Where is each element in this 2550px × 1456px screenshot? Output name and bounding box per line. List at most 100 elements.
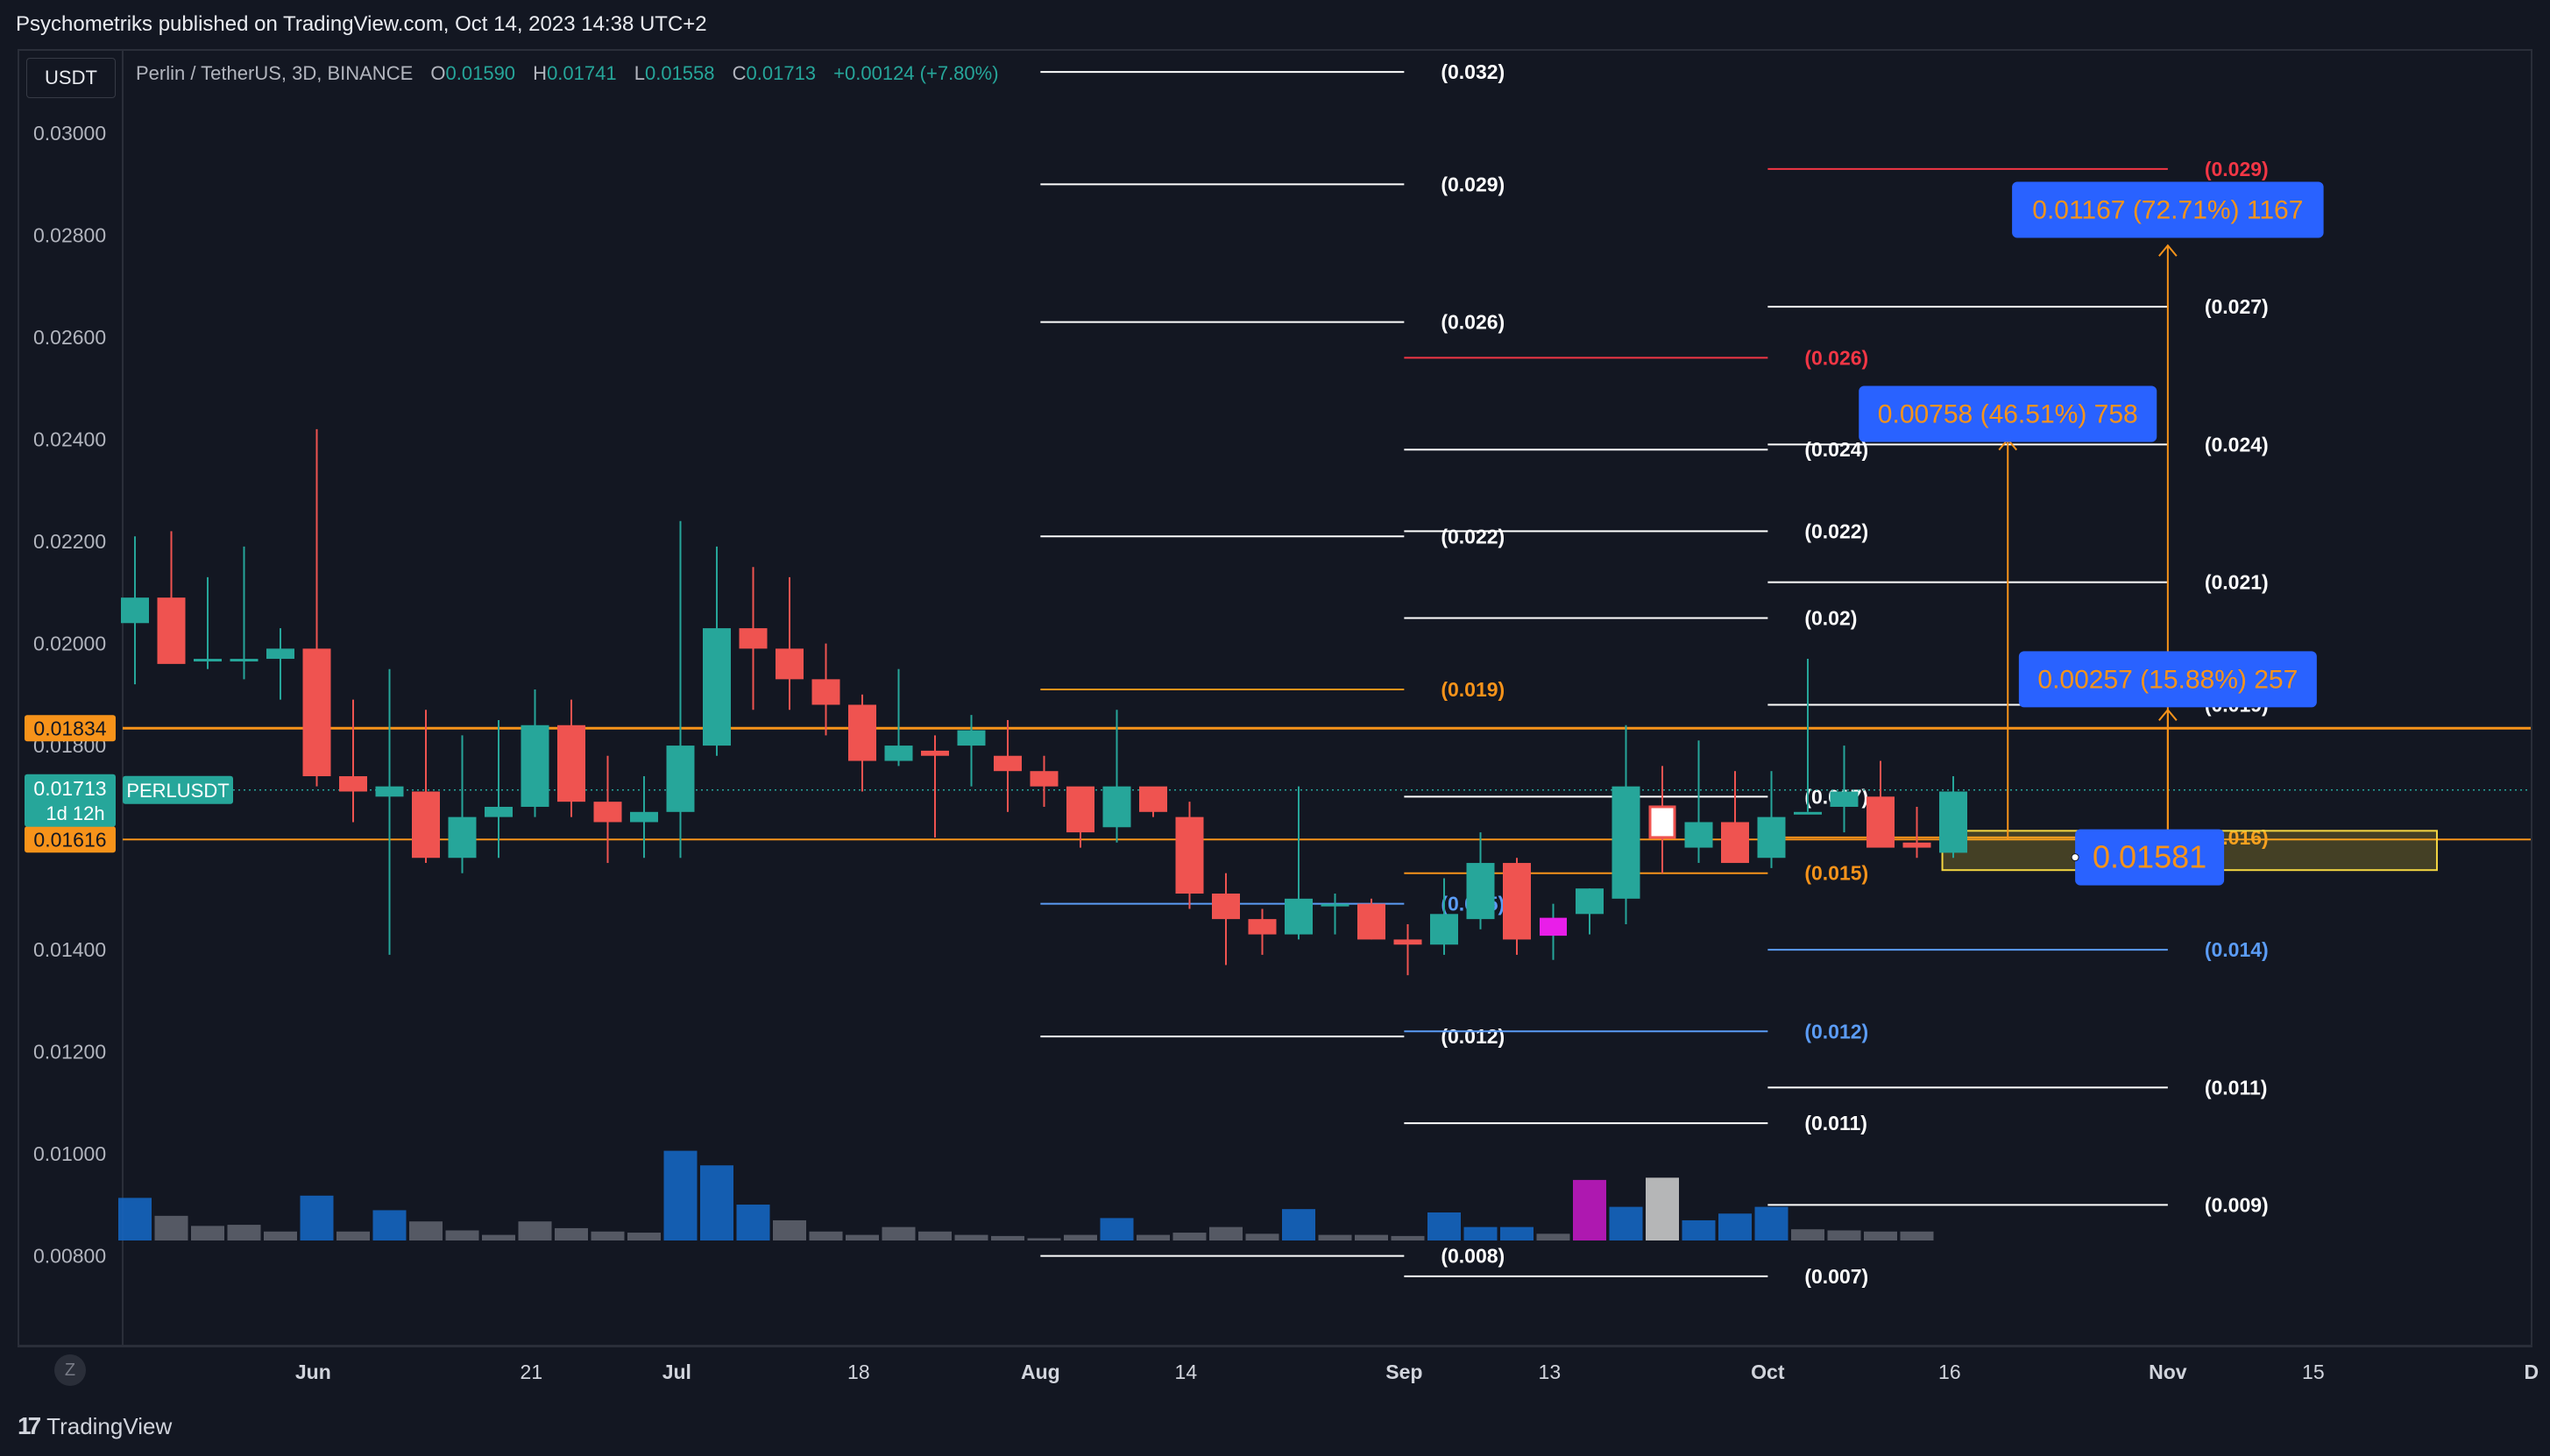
candle-body: [302, 648, 331, 777]
brand-name: TradingView: [46, 1412, 173, 1439]
volume-bar: [191, 1226, 224, 1240]
candle-body: [194, 659, 222, 662]
x-tick-label: Oct: [1751, 1361, 1785, 1383]
fib-level-label: (0.021): [2205, 571, 2269, 594]
candle-body: [266, 648, 294, 660]
volume-bar: [1609, 1206, 1643, 1240]
candle-body: [557, 724, 585, 802]
x-tick-label: 21: [521, 1361, 543, 1383]
candle-body: [1321, 903, 1349, 907]
fib-level-label: (0.011): [1804, 1112, 1867, 1134]
target-label-box: [1859, 385, 2157, 442]
volume-bar: [882, 1226, 916, 1240]
volume-bar: [991, 1235, 1024, 1240]
fib-level-label: (0.019): [1441, 678, 1505, 701]
candle-body: [739, 628, 768, 649]
fib-level-label: (0.029): [2205, 158, 2269, 180]
x-tick-label: Aug: [1021, 1361, 1060, 1383]
fib-level-label: (0.026): [1441, 311, 1505, 334]
volume-bar: [1463, 1226, 1498, 1240]
volume-bar: [1318, 1234, 1352, 1240]
candle-body: [1939, 791, 1967, 853]
volume-bar: [1682, 1219, 1716, 1240]
candle-body: [703, 628, 731, 746]
x-tick-label: 14: [1175, 1361, 1198, 1383]
tradingview-logo[interactable]: 17 TradingView: [18, 1412, 172, 1440]
x-tick-label: 16: [1938, 1361, 1961, 1383]
candle-body-highlight: [1648, 805, 1676, 839]
candle-body: [811, 679, 840, 705]
volume-bar: [1500, 1226, 1534, 1240]
candle-body: [1866, 796, 1895, 848]
publish-attribution: Psychometriks published on TradingView.c…: [16, 12, 707, 36]
volume-bar: [663, 1150, 698, 1240]
candle-body: [884, 746, 913, 761]
candle-body: [121, 597, 149, 624]
price-axis-tag: [25, 715, 116, 742]
volume-bar: [809, 1231, 843, 1240]
fib-level-label: (0.029): [1441, 173, 1505, 195]
tradingview-logo-icon: 17: [18, 1412, 41, 1439]
last-price-tag: [25, 774, 116, 827]
y-tick-label: 0.02400: [33, 428, 106, 451]
y-tick-label: 0.02200: [33, 530, 106, 553]
candle-body: [1684, 822, 1713, 848]
volume-bar: [482, 1234, 515, 1240]
target-label-box: [2018, 651, 2317, 708]
x-tick-label: D: [2525, 1361, 2539, 1383]
candle-body: [521, 724, 549, 807]
candle-body: [1285, 898, 1313, 935]
candle-body: [230, 659, 259, 662]
fib-level-label: (0.011): [2205, 1076, 2268, 1099]
target-label-text: 0.01167 (72.71%) 1167: [2032, 195, 2303, 224]
y-tick-label: 0.01200: [33, 1041, 106, 1064]
candle-body: [1102, 786, 1131, 828]
candle-body: [1030, 771, 1059, 787]
volume-bar: [918, 1231, 952, 1240]
fib-level-label: (0.009): [2205, 1193, 2269, 1216]
legend-symbol[interactable]: Perlin / TetherUS, 3D, BINANCE: [136, 62, 414, 84]
legend-low-label: L: [634, 62, 645, 84]
candle-body: [630, 811, 658, 823]
candle-body: [1902, 842, 1931, 848]
entry-price-text: 0.01581: [2093, 839, 2206, 875]
candle-body: [1357, 903, 1385, 940]
zoom-reset-button[interactable]: Z: [54, 1354, 86, 1386]
candle-body: [1466, 863, 1495, 920]
y-tick-label: 0.02600: [33, 326, 106, 349]
target-arrow-head: [2158, 244, 2178, 257]
fib-level-label: (0.024): [2205, 433, 2269, 456]
candle-body: [1757, 816, 1786, 859]
volume-bar: [1100, 1218, 1134, 1240]
volume-bar: [736, 1205, 770, 1240]
fib-level-label: (0.012): [1441, 1025, 1505, 1048]
legend-close-value: 0.01713: [746, 62, 817, 84]
candle-body: [375, 786, 404, 797]
volume-bar: [846, 1234, 879, 1240]
fib-level-label: (0.014): [2205, 938, 2269, 961]
volume-bar: [555, 1227, 588, 1240]
volume-bar: [773, 1219, 806, 1240]
symbol-tag-text: PERLUSDT: [126, 780, 229, 802]
x-tick-label: 18: [847, 1361, 870, 1383]
y-tick-label: 0.01400: [33, 938, 106, 961]
x-tick-label: Jul: [662, 1361, 691, 1383]
volume-bar: [1355, 1234, 1388, 1240]
candle-body: [1830, 791, 1859, 807]
currency-button[interactable]: USDT: [26, 58, 116, 98]
symbol-tag: [123, 775, 233, 804]
fib-level-label: (0.032): [1441, 60, 1505, 83]
legend-open-value: 0.01590: [445, 62, 516, 84]
volume-bar: [954, 1234, 988, 1240]
price-axis-tag-text: 0.01616: [33, 828, 106, 851]
candle-body: [1611, 786, 1640, 899]
entry-price-box: [2075, 829, 2225, 886]
volume-bar: [1827, 1230, 1861, 1240]
fib-level-label: (0.026): [1804, 346, 1868, 369]
target-label-text: 0.00257 (15.88%) 257: [2037, 665, 2298, 694]
fib-level-label: (0.012): [1804, 1020, 1868, 1043]
candle-body: [848, 704, 876, 761]
fib-level-label: (0.02): [1804, 606, 1857, 629]
volume-bar: [154, 1215, 188, 1240]
